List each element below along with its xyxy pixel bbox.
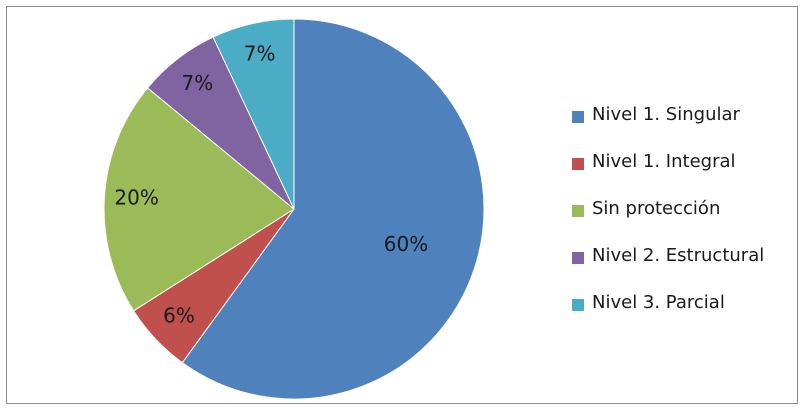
legend-label-2: Sin protección xyxy=(592,198,721,219)
legend-label-4: Nivel 3. Parcial xyxy=(592,292,725,313)
slice-label-4: 7% xyxy=(244,42,276,66)
legend-label-3: Nivel 2. Estructural xyxy=(592,245,765,266)
legend-swatch-0 xyxy=(572,111,584,123)
slice-label-2: 20% xyxy=(114,186,158,210)
legend: Nivel 1. Singular Nivel 1. Integral Sin pr… xyxy=(572,105,802,340)
legend-label-0: Nivel 1. Singular xyxy=(592,104,740,125)
slice-label-1: 6% xyxy=(163,303,195,327)
legend-swatch-4 xyxy=(572,299,584,311)
legend-swatch-3 xyxy=(572,252,584,264)
pie-chart: 60% 6% 20% 7% 7% xyxy=(103,18,485,400)
legend-item-2: Sin protección xyxy=(572,199,802,246)
legend-swatch-2 xyxy=(572,205,584,217)
legend-item-4: Nivel 3. Parcial xyxy=(572,293,802,340)
pie-slice-0 xyxy=(181,18,485,400)
legend-label-1: Nivel 1. Integral xyxy=(592,151,736,172)
legend-item-1: Nivel 1. Integral xyxy=(572,152,802,199)
legend-swatch-1 xyxy=(572,158,584,170)
pie-slice-2 xyxy=(103,87,295,312)
slice-label-0: 60% xyxy=(384,232,428,256)
legend-item-3: Nivel 2. Estructural xyxy=(572,246,802,293)
legend-item-0: Nivel 1. Singular xyxy=(572,105,802,152)
chart-frame: 60% 6% 20% 7% 7% Nivel 1. Singular Nivel 1. I… xyxy=(6,6,798,404)
slice-label-3: 7% xyxy=(181,71,213,95)
pie-slice-4 xyxy=(212,18,295,210)
